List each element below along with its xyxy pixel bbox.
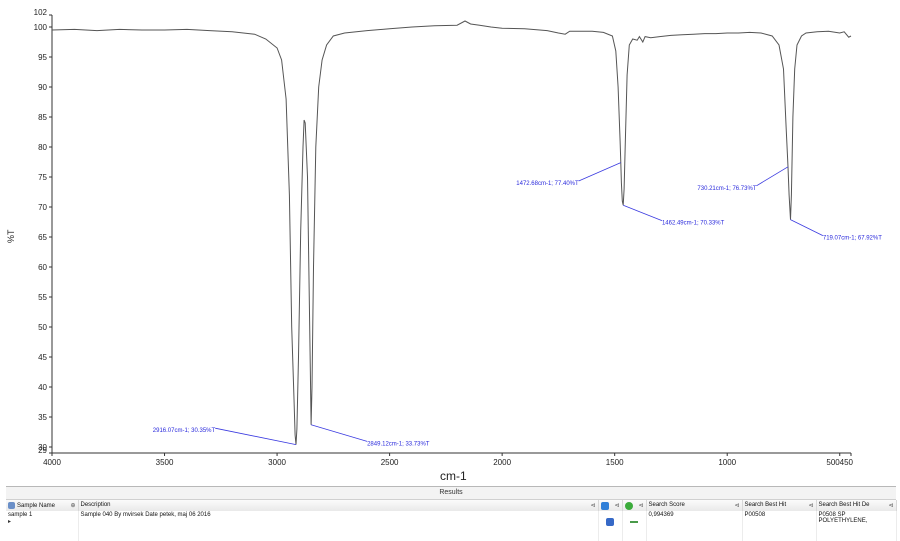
pin-icon[interactable]: ⊲ — [590, 503, 596, 509]
y-tick-label: 95 — [38, 53, 47, 62]
y-tick-label: 65 — [38, 233, 47, 242]
annotation-leader — [578, 162, 621, 182]
annotation-leader — [790, 219, 824, 236]
y-tick-label: 45 — [38, 353, 47, 362]
y-tick-label: 102 — [34, 8, 48, 17]
column-header-flag[interactable]: ⊲ — [598, 500, 623, 511]
sample-name-value: sample 1 — [8, 512, 33, 518]
y-tick-label: 50 — [38, 323, 47, 332]
x-tick-label: 4000 — [43, 458, 61, 467]
column-header-sample-name[interactable]: Sample Name ⊕ — [6, 500, 79, 511]
x-tick-label: 2500 — [381, 458, 399, 467]
annotation-leader — [215, 427, 297, 445]
y-tick-label: 90 — [38, 83, 47, 92]
column-label: Search Best Hit De — [818, 502, 870, 508]
x-tick-label: 1000 — [718, 458, 736, 467]
results-table: Sample Name ⊕ Description ⊲ ⊲ ⊲ Search Sco… — [6, 500, 897, 541]
x-tick-label: 1500 — [606, 458, 624, 467]
pin-icon[interactable]: ⊲ — [808, 503, 814, 509]
pin-icon[interactable]: ⊲ — [638, 502, 644, 509]
column-header-description[interactable]: Description ⊲ — [78, 500, 599, 511]
y-axis-title: %T — [6, 229, 16, 243]
cell-search-best-hit[interactable]: P00508 — [742, 511, 817, 541]
minus-icon — [630, 521, 638, 524]
column-label: Search Score — [648, 502, 685, 508]
column-header-check[interactable]: ⊲ — [622, 500, 647, 511]
cell-search-best-hit-desc: P0508 SP POLYETHYLENE, — [816, 511, 897, 541]
column-label: Description — [80, 502, 111, 508]
spectrum-line — [51, 20, 852, 445]
x-tick-label: 3000 — [268, 458, 286, 467]
y-tick-label: 60 — [38, 263, 47, 272]
best-hit-desc-line-1: P0508 SP — [818, 512, 846, 518]
y-tick-label: 85 — [38, 113, 47, 122]
peak-annotation-label: 1462.49cm-1; 70.33%T — [662, 221, 725, 227]
peak-annotation-label: 2916.07cm-1; 30.35%T — [153, 428, 216, 434]
column-label: Search Best Hit — [744, 502, 787, 508]
cell-description[interactable]: Sample 040 By mvirsek Date petek, maj 06… — [78, 511, 599, 541]
results-header-row: Sample Name ⊕ Description ⊲ ⊲ ⊲ Search Sco… — [6, 500, 897, 511]
pin-icon[interactable]: ⊕ — [70, 502, 76, 509]
peak-annotation-label: 730.21cm-1; 76.73%T — [697, 186, 756, 192]
y-tick-label: 100 — [34, 23, 48, 32]
y-tick-label: 70 — [38, 203, 47, 212]
peak-annotations: 2916.07cm-1; 30.35%T 2849.12cm-1; 33.73%T… — [153, 162, 882, 447]
y-tick-label: 30 — [38, 443, 47, 452]
table-row[interactable]: sample 1 ▸ Sample 040 By mvirsek Date pet… — [6, 511, 897, 541]
y-tick-label: 55 — [38, 293, 47, 302]
results-title: Results — [6, 487, 896, 500]
chart-axes — [51, 15, 851, 454]
x-axis-title: cm-1 — [440, 469, 467, 483]
column-header-search-best-hit-desc[interactable]: Search Best Hit De ⊲ — [816, 500, 897, 511]
green-check-icon[interactable] — [624, 501, 633, 510]
save-icon[interactable] — [606, 518, 614, 526]
x-tick-label: 2000 — [493, 458, 511, 467]
peak-annotation-label: 2849.12cm-1; 33.73%T — [367, 441, 430, 447]
annotation-leader — [310, 424, 368, 442]
pin-icon[interactable]: ⊲ — [888, 503, 894, 509]
column-header-search-score[interactable]: Search Score ⊲ — [646, 500, 743, 511]
grid-icon[interactable] — [8, 501, 15, 509]
cell-search-score: 0,994369 — [646, 511, 743, 541]
cell-save[interactable] — [598, 511, 623, 541]
best-hit-desc-line-2: POLYETHYLENE, — [818, 518, 868, 524]
peak-annotation-label: 719.07cm-1; 67.92%T — [823, 236, 882, 242]
pin-icon[interactable]: ⊲ — [614, 502, 620, 509]
y-tick-label: 75 — [38, 173, 47, 182]
x-tick-label: 500 — [826, 458, 840, 467]
y-tick-label: 80 — [38, 143, 47, 152]
blue-flag-icon[interactable] — [600, 501, 609, 510]
cell-sample-name[interactable]: sample 1 ▸ — [6, 511, 79, 541]
x-tick-labels: 4000 3500 3000 2500 2000 1500 1000 500 450 — [43, 453, 854, 467]
results-panel: Results Sample Name ⊕ Description ⊲ ⊲ — [6, 486, 897, 541]
annotation-leader — [756, 166, 789, 187]
cell-status — [622, 511, 647, 541]
ftir-chart: 4000 3500 3000 2500 2000 1500 1000 500 450 10210… — [6, 8, 882, 483]
column-header-search-best-hit[interactable]: Search Best Hit ⊲ — [742, 500, 817, 511]
column-label: Sample Name — [17, 503, 56, 510]
y-tick-label: 35 — [38, 413, 47, 422]
y-tick-label: 40 — [38, 383, 47, 392]
row-selector-icon[interactable]: ▸ — [8, 519, 12, 525]
y-tick-label: 29 — [38, 446, 47, 455]
x-tick-label: 450 — [840, 458, 854, 467]
annotation-leader — [623, 204, 663, 221]
pin-icon[interactable]: ⊲ — [734, 503, 740, 509]
peak-annotation-label: 1472.68cm-1; 77.40%T — [516, 181, 579, 187]
x-tick-label: 3500 — [156, 458, 174, 467]
